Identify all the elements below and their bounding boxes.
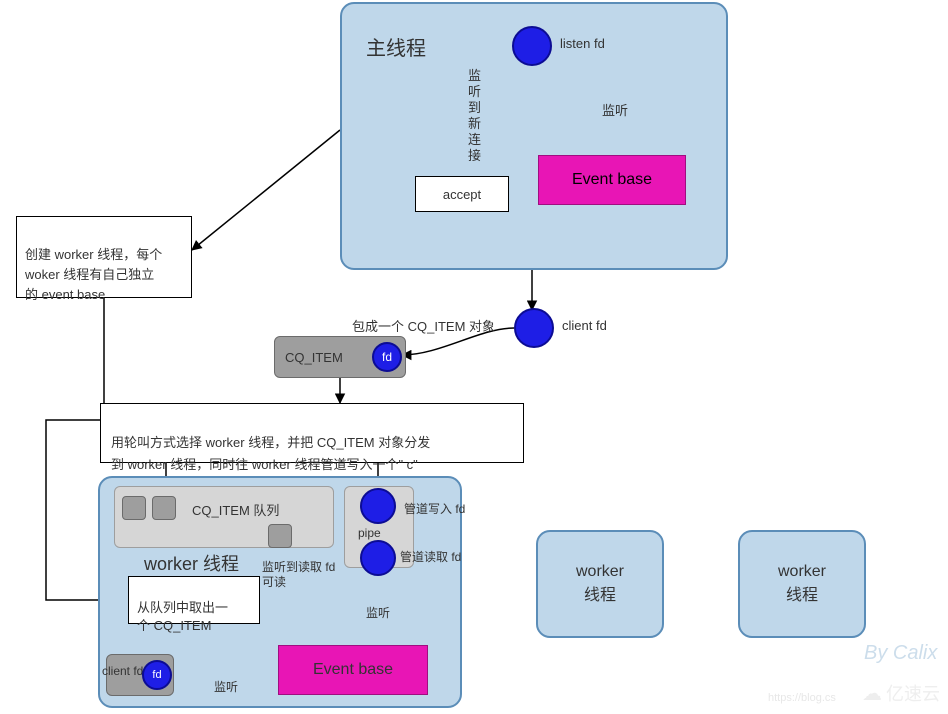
listen-fd-label: listen fd	[560, 36, 605, 51]
worker-small-1-text: worker 线程	[576, 563, 624, 605]
event-base-worker-label: Event base	[313, 661, 393, 679]
cq-queue-slot-1	[122, 496, 146, 520]
cq-queue-label: CQ_ITEM 队列	[192, 500, 279, 519]
worker-thread-title: worker 线程	[144, 550, 239, 576]
wrap-cqitem-label: 包成一个 CQ_ITEM 对象	[352, 316, 495, 335]
worker-clientfd-fd: fd	[152, 669, 161, 681]
create-worker-text: 创建 worker 线程，每个 woker 线程有自己独立 的 event ba…	[25, 247, 162, 302]
accept-box: accept	[415, 176, 509, 212]
event-base-main-label: Event base	[572, 171, 652, 189]
cq-queue-slot-2	[152, 496, 176, 520]
worker-clientfd-label: client fd	[102, 664, 143, 678]
pipe-write-fd	[360, 488, 396, 524]
worker-small-2: worker 线程	[738, 530, 866, 638]
worker-small-1: worker 线程	[536, 530, 664, 638]
event-base-main: Event base	[538, 155, 686, 205]
edge-read-ready-label: 监听到读取 fd 可读	[262, 560, 335, 590]
worker-small-2-text: worker 线程	[778, 563, 826, 605]
cqitem-label: CQ_ITEM	[285, 350, 343, 365]
watermark-url: https://blog.cs	[768, 692, 836, 704]
pipe-write-label: 管道写入 fd	[404, 500, 465, 517]
dequeue-box: 从队列中取出一 个 CQ_ITEM	[128, 576, 260, 624]
watermark-logo-text: 亿速云	[886, 680, 940, 706]
dispatch-text: 用轮叫方式选择 worker 线程，并把 CQ_ITEM 对象分发 到 work…	[111, 435, 430, 472]
client-fd-node	[514, 308, 554, 348]
event-base-worker: Event base	[278, 645, 428, 695]
create-worker-note: 创建 worker 线程，每个 woker 线程有自己独立 的 event ba…	[16, 216, 192, 298]
edge-listen-label: 监听	[602, 100, 628, 119]
pipe-read-fd	[360, 540, 396, 576]
pipe-read-label: 管道读取 fd	[400, 548, 461, 565]
cqitem-fd-label: fd	[382, 350, 392, 364]
client-fd-label: client fd	[562, 318, 607, 333]
edge-new-connection-label: 监 听 到 新 连 接	[468, 68, 484, 164]
edge-listen2-label: 监听	[366, 604, 390, 621]
cloud-icon: ☁	[862, 681, 882, 706]
cqitem-fd-circle: fd	[372, 342, 402, 372]
watermark-logo: ☁ 亿速云	[862, 680, 940, 706]
watermark-calix: By Calix	[864, 642, 937, 665]
accept-label: accept	[443, 187, 481, 202]
worker-clientfd-circle: fd	[142, 660, 172, 690]
dispatch-note: 用轮叫方式选择 worker 线程，并把 CQ_ITEM 对象分发 到 work…	[100, 403, 524, 463]
edge-listen3-label: 监听	[214, 678, 238, 695]
listen-fd-node	[512, 26, 552, 66]
cq-queue-slot-3	[268, 524, 292, 548]
pipe-label: pipe	[358, 526, 381, 540]
main-thread-title: 主线程	[366, 32, 426, 61]
